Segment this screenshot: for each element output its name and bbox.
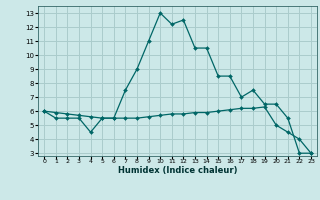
X-axis label: Humidex (Indice chaleur): Humidex (Indice chaleur) xyxy=(118,166,237,175)
